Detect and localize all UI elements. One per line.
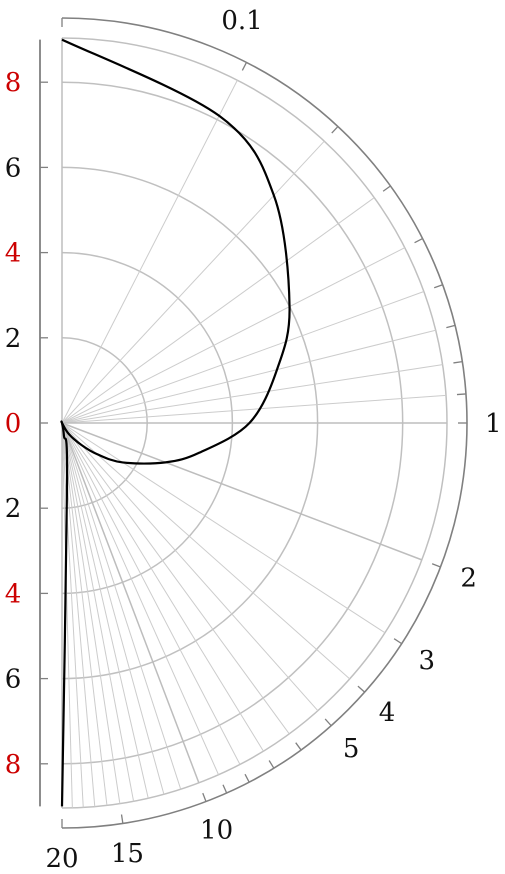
grid-ray-19 [61,422,73,808]
angular-tick-9 [222,784,228,794]
grid-ray-10 [61,422,200,784]
angular-tick-label-0.1: 0.1 [221,6,262,36]
angular-tick-label-2: 2 [460,564,477,594]
grid-ray-7 [61,422,264,752]
grid-ray-0.2 [61,80,238,424]
radial-tick-label-4: 0 [5,409,22,439]
radial-tick-label-2: 4 [5,579,22,609]
radial-tick-label-3: 2 [5,494,22,524]
angular-tick-0.3 [331,126,339,134]
grid-ray-0.8 [61,364,443,424]
angular-tick-15 [120,814,124,824]
grid-ray-12 [61,422,165,795]
grid-ray-18 [61,422,84,808]
angular-tick-label-4: 4 [379,698,396,728]
grid-ray-0.3 [61,140,325,424]
angular-tick-label-3: 3 [419,646,436,676]
radial-tick-label-5: 2 [5,324,22,354]
angular-tick-4 [357,685,366,693]
angular-tick-0.8 [453,360,463,364]
grid-ray-15 [61,422,121,804]
grid-ray-0.7 [61,329,436,424]
angular-tick-8 [244,773,250,783]
grid-ray-4 [61,422,351,680]
grid-ray-14 [61,422,135,802]
angular-tick-label-15: 15 [111,839,144,869]
grid-ray-8 [61,422,241,765]
grid-ray-5 [61,422,319,712]
angular-tick-0.2 [241,62,248,71]
grid-ray-16 [61,422,108,806]
grid-ray-11 [61,422,182,790]
angular-tick-0.7 [446,324,456,329]
radial-tick-label-0: 8 [5,750,22,780]
angular-tick-label-5: 5 [343,734,360,764]
angular-tick-0.5 [414,237,423,244]
grid-layer [61,37,448,809]
angular-tick-label-20: 20 [45,844,78,874]
angular-tick-6 [295,742,302,751]
grid-ray-0.6 [61,291,425,424]
radial-tick-label-7: 6 [5,153,22,183]
grid-ray-13 [61,422,149,799]
angular-tick-0.9 [456,393,466,396]
grid-ray-0.5 [61,247,405,424]
grid-ray-2 [61,422,423,561]
grid-ray-9 [61,422,219,775]
angular-tick-3 [393,638,402,645]
grid-ray-0.4 [61,197,375,424]
grid-ray-0.9 [61,394,447,424]
grid-ray-6 [61,422,290,735]
curve-layer [60,38,291,807]
series-line-0 [60,38,291,807]
angular-tick-2 [431,563,441,568]
angular-tick-5 [324,718,332,727]
angular-tick-10 [202,792,207,802]
radial-tick-label-1: 6 [5,665,22,695]
radial-tick-label-8: 8 [5,68,22,98]
grid-ray-3 [61,422,386,634]
angular-tick-7 [268,760,275,769]
angular-tick-label-10: 10 [200,816,233,846]
angular-tick-0.4 [382,185,391,192]
radial-tick-label-6: 4 [5,239,22,269]
angular-tick-0.6 [433,284,443,289]
frame-layer [39,17,468,829]
angular-tick-label-1: 1 [485,409,502,439]
